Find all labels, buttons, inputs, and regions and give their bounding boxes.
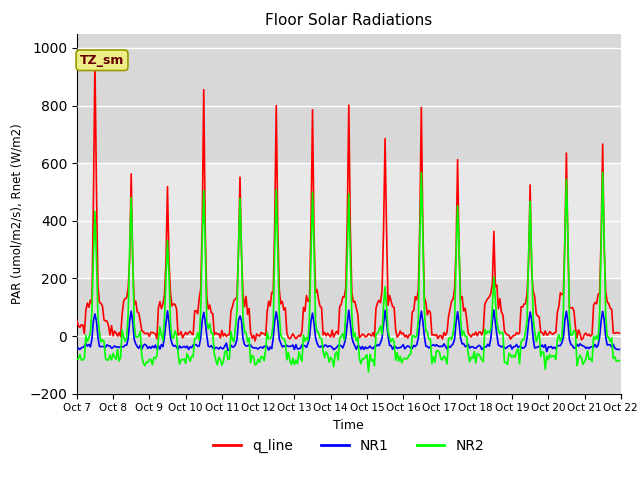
- NR2: [616, 358, 623, 364]
- NR1: [588, 344, 596, 350]
- q_line: [588, 332, 596, 337]
- q_line: [256, 333, 264, 339]
- q_line: [91, 57, 99, 62]
- q_line: [73, 317, 81, 323]
- NR1: [262, 343, 269, 348]
- Title: Floor Solar Radiations: Floor Solar Radiations: [265, 13, 433, 28]
- NR1: [490, 307, 498, 313]
- NR2: [365, 369, 372, 375]
- NR2: [417, 169, 425, 175]
- NR2: [262, 347, 269, 352]
- NR1: [616, 347, 623, 352]
- NR1: [253, 345, 260, 351]
- X-axis label: Time: Time: [333, 419, 364, 432]
- q_line: [616, 330, 623, 336]
- Legend: q_line, NR1, NR2: q_line, NR1, NR2: [208, 433, 490, 459]
- NR2: [588, 359, 596, 364]
- q_line: [236, 174, 244, 180]
- NR2: [253, 361, 260, 367]
- Line: NR1: NR1: [77, 310, 620, 352]
- NR1: [73, 345, 81, 350]
- Bar: [77, 163, 621, 278]
- NR1: [543, 349, 550, 355]
- Line: NR2: NR2: [77, 172, 620, 372]
- Y-axis label: PAR (umol/m2/s), Rnet (W/m2): PAR (umol/m2/s), Rnet (W/m2): [11, 123, 24, 304]
- NR2: [140, 360, 147, 366]
- NR1: [235, 317, 243, 323]
- Text: TZ_sm: TZ_sm: [80, 54, 124, 67]
- NR1: [140, 343, 147, 348]
- Line: q_line: q_line: [77, 60, 620, 341]
- q_line: [313, 287, 321, 293]
- q_line: [141, 331, 148, 336]
- Bar: [77, 278, 621, 394]
- q_line: [252, 338, 259, 344]
- Bar: [77, 34, 621, 163]
- NR2: [73, 356, 81, 362]
- NR2: [310, 246, 318, 252]
- q_line: [265, 299, 273, 304]
- NR1: [310, 320, 318, 326]
- NR2: [235, 246, 243, 252]
